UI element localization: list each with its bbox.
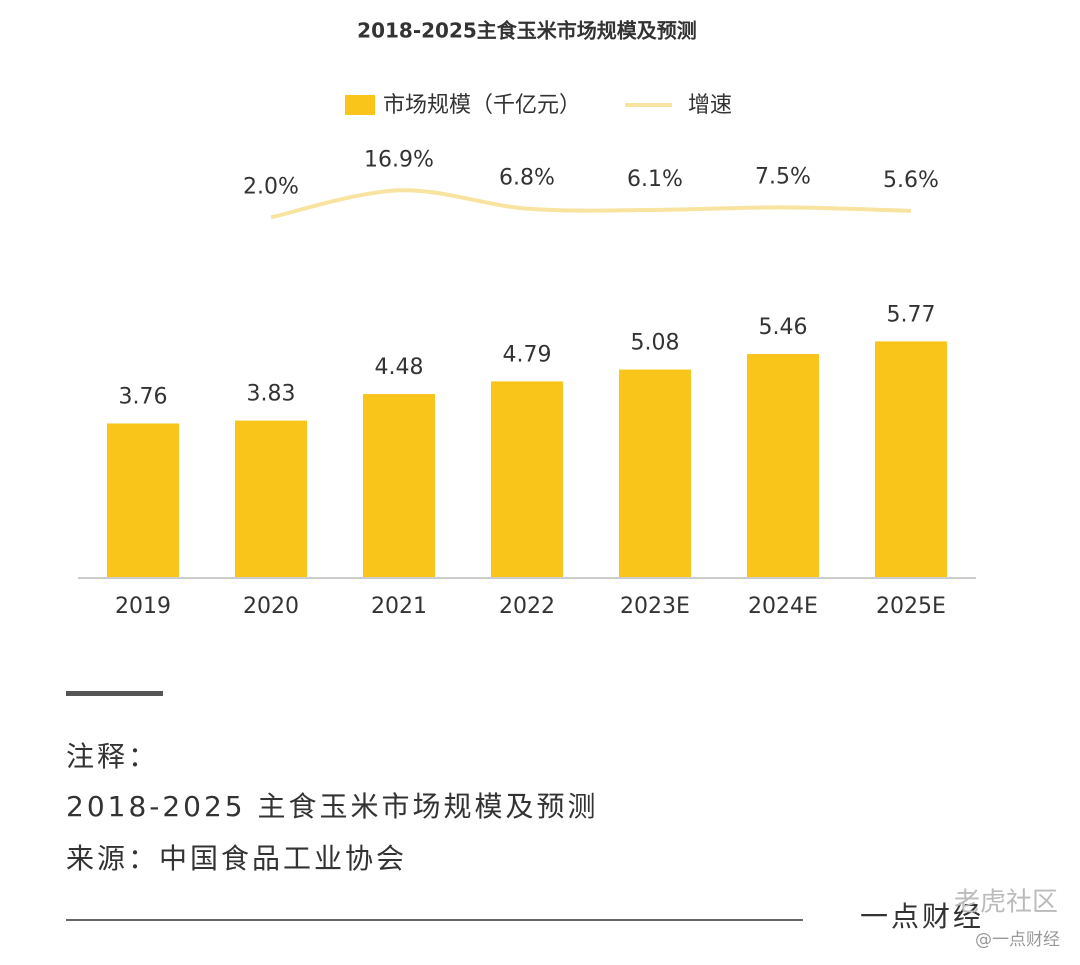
note-line: 来源：中国食品工业协会: [66, 842, 407, 875]
data-label: 2.0%: [243, 174, 299, 199]
data-label: 6.8%: [499, 166, 555, 191]
x-tick-label: 2022: [499, 594, 555, 619]
data-label: 5.46: [759, 315, 808, 340]
watermark: 老虎社区: [954, 888, 1058, 918]
data-label: 3.76: [119, 384, 168, 409]
data-label: 5.77: [887, 302, 936, 327]
footer-brand: 一点财经: [860, 900, 984, 933]
data-label: 5.08: [631, 331, 680, 356]
legend-label: 市场规模（千亿元）: [383, 93, 581, 118]
x-tick-label: 2021: [371, 594, 427, 619]
watermark: @一点财经: [975, 930, 1060, 950]
data-label: 3.83: [247, 382, 296, 407]
note-line: 2018-2025 主食玉米市场规模及预测: [66, 790, 599, 823]
bar: [875, 341, 947, 577]
x-tick-label: 2020: [243, 594, 299, 619]
bar: [363, 394, 435, 577]
divider: [66, 691, 163, 696]
growth-line: [270, 188, 912, 220]
x-tick-label: 2025E: [876, 594, 946, 619]
data-label: 4.48: [375, 355, 424, 380]
x-tick-label: 2024E: [748, 594, 818, 619]
data-label: 6.1%: [627, 167, 683, 192]
x-tick-label: 2023E: [620, 594, 690, 619]
bar: [491, 381, 563, 577]
data-label: 5.6%: [883, 168, 939, 193]
x-tick-label: 2019: [115, 594, 171, 619]
chart-title: 2018-2025主食玉米市场规模及预测: [357, 19, 697, 43]
bar: [235, 420, 307, 577]
data-label: 4.79: [503, 342, 552, 367]
bar: [747, 354, 819, 577]
data-label: 16.9%: [364, 147, 434, 172]
legend-label: 增速: [688, 93, 732, 118]
data-label: 7.5%: [755, 164, 811, 189]
note-line: 注释：: [66, 740, 159, 773]
bar: [619, 369, 691, 577]
bar: [107, 423, 179, 577]
legend-swatch: [345, 95, 375, 115]
